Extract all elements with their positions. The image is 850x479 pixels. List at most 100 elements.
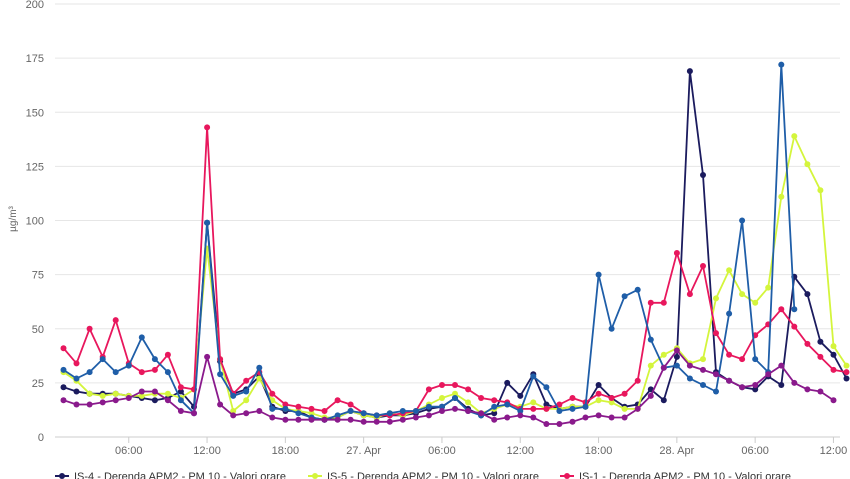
data-point[interactable] bbox=[791, 323, 798, 330]
data-point[interactable] bbox=[726, 267, 733, 274]
data-point[interactable] bbox=[739, 356, 746, 363]
data-point[interactable] bbox=[621, 405, 628, 412]
data-point[interactable] bbox=[752, 386, 759, 393]
data-point[interactable] bbox=[439, 395, 445, 401]
data-point[interactable] bbox=[530, 373, 537, 380]
data-point[interactable] bbox=[765, 284, 772, 291]
data-point[interactable] bbox=[138, 334, 145, 341]
data-point[interactable] bbox=[556, 408, 563, 414]
data-point[interactable] bbox=[660, 351, 667, 358]
data-point[interactable] bbox=[634, 286, 641, 293]
data-point[interactable] bbox=[269, 390, 276, 397]
legend-item[interactable]: IS-1 - Derenda APM2 - PM 10 - Valori ora… bbox=[560, 471, 791, 479]
data-point[interactable] bbox=[386, 410, 393, 417]
data-point[interactable] bbox=[138, 388, 145, 395]
data-point[interactable] bbox=[700, 172, 706, 178]
data-point[interactable] bbox=[726, 351, 733, 358]
data-point[interactable] bbox=[86, 325, 93, 332]
data-point[interactable] bbox=[412, 408, 419, 414]
data-point[interactable] bbox=[530, 414, 537, 421]
data-point[interactable] bbox=[647, 299, 654, 306]
data-point[interactable] bbox=[177, 384, 184, 391]
data-point[interactable] bbox=[686, 68, 693, 75]
data-point[interactable] bbox=[217, 401, 224, 408]
data-point[interactable] bbox=[86, 369, 93, 376]
data-point[interactable] bbox=[412, 414, 419, 421]
data-point[interactable] bbox=[308, 410, 315, 417]
data-point[interactable] bbox=[569, 405, 576, 412]
data-point[interactable] bbox=[843, 362, 850, 369]
data-point[interactable] bbox=[360, 418, 367, 425]
data-point[interactable] bbox=[112, 317, 119, 324]
data-point[interactable] bbox=[517, 392, 524, 399]
data-point[interactable] bbox=[830, 343, 837, 350]
data-point[interactable] bbox=[621, 293, 628, 300]
data-point[interactable] bbox=[452, 390, 458, 397]
legend[interactable]: IS-4 - Derenda APM2 - PM 10 - Valori ora… bbox=[55, 471, 791, 479]
data-point[interactable] bbox=[138, 392, 145, 399]
data-point[interactable] bbox=[817, 353, 824, 360]
data-point[interactable] bbox=[530, 399, 537, 406]
data-point[interactable] bbox=[504, 401, 511, 408]
data-point[interactable] bbox=[830, 366, 837, 373]
data-point[interactable] bbox=[700, 263, 706, 269]
series-line[interactable] bbox=[63, 70, 848, 421]
data-point[interactable] bbox=[673, 362, 680, 369]
data-point[interactable] bbox=[386, 418, 393, 425]
data-point[interactable] bbox=[256, 364, 263, 371]
data-point[interactable] bbox=[164, 390, 171, 397]
series-2[interactable] bbox=[60, 133, 850, 421]
data-point[interactable] bbox=[425, 386, 432, 393]
data-point[interactable] bbox=[660, 364, 667, 371]
data-point[interactable] bbox=[739, 217, 746, 224]
data-point[interactable] bbox=[73, 375, 80, 382]
data-point[interactable] bbox=[686, 375, 693, 382]
data-point[interactable] bbox=[647, 336, 654, 343]
data-point[interactable] bbox=[556, 421, 563, 427]
data-point[interactable] bbox=[791, 379, 798, 386]
data-point[interactable] bbox=[73, 388, 80, 395]
data-point[interactable] bbox=[517, 412, 524, 419]
data-point[interactable] bbox=[739, 291, 746, 298]
data-point[interactable] bbox=[804, 340, 811, 347]
data-point[interactable] bbox=[700, 366, 706, 373]
data-point[interactable] bbox=[230, 392, 237, 399]
data-point[interactable] bbox=[491, 397, 498, 404]
data-point[interactable] bbox=[804, 386, 811, 393]
data-point[interactable] bbox=[830, 351, 837, 358]
data-point[interactable] bbox=[73, 401, 80, 408]
data-point[interactable] bbox=[243, 388, 250, 395]
data-point[interactable] bbox=[582, 414, 589, 421]
data-point[interactable] bbox=[308, 416, 315, 423]
data-point[interactable] bbox=[804, 161, 811, 168]
data-point[interactable] bbox=[765, 371, 772, 378]
data-point[interactable] bbox=[608, 414, 615, 421]
data-point[interactable] bbox=[569, 395, 576, 401]
data-point[interactable] bbox=[595, 271, 602, 278]
data-point[interactable] bbox=[830, 397, 837, 404]
data-point[interactable] bbox=[543, 405, 550, 412]
data-point[interactable] bbox=[491, 403, 498, 410]
data-point[interactable] bbox=[608, 325, 615, 332]
data-point[interactable] bbox=[282, 405, 289, 412]
data-point[interactable] bbox=[543, 401, 550, 408]
data-point[interactable] bbox=[399, 416, 406, 423]
data-point[interactable] bbox=[125, 395, 132, 401]
data-point[interactable] bbox=[504, 379, 511, 386]
data-point[interactable] bbox=[452, 395, 458, 401]
data-point[interactable] bbox=[595, 382, 602, 388]
data-point[interactable] bbox=[713, 330, 719, 337]
data-point[interactable] bbox=[269, 414, 276, 421]
data-point[interactable] bbox=[151, 356, 158, 363]
data-point[interactable] bbox=[739, 384, 746, 391]
data-point[interactable] bbox=[347, 401, 354, 408]
data-point[interactable] bbox=[295, 403, 302, 410]
data-point[interactable] bbox=[86, 390, 93, 397]
data-point[interactable] bbox=[543, 384, 550, 391]
data-point[interactable] bbox=[112, 390, 119, 397]
data-point[interactable] bbox=[543, 421, 550, 427]
data-point[interactable] bbox=[700, 382, 706, 388]
data-point[interactable] bbox=[282, 416, 289, 423]
data-point[interactable] bbox=[465, 386, 472, 393]
series-line[interactable] bbox=[63, 135, 848, 419]
